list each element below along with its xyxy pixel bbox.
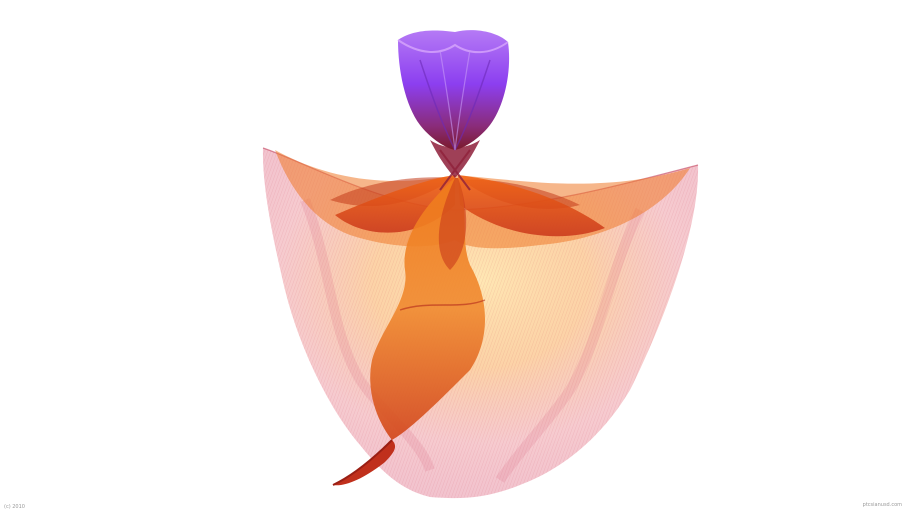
stem-tail <box>333 440 396 486</box>
flower-bud <box>398 30 510 150</box>
right-wing-petal <box>458 175 605 237</box>
neck <box>430 140 480 178</box>
watermark-left: (c) 2010 <box>4 504 25 510</box>
watermark-right: ptcsianusd.com <box>862 502 902 508</box>
